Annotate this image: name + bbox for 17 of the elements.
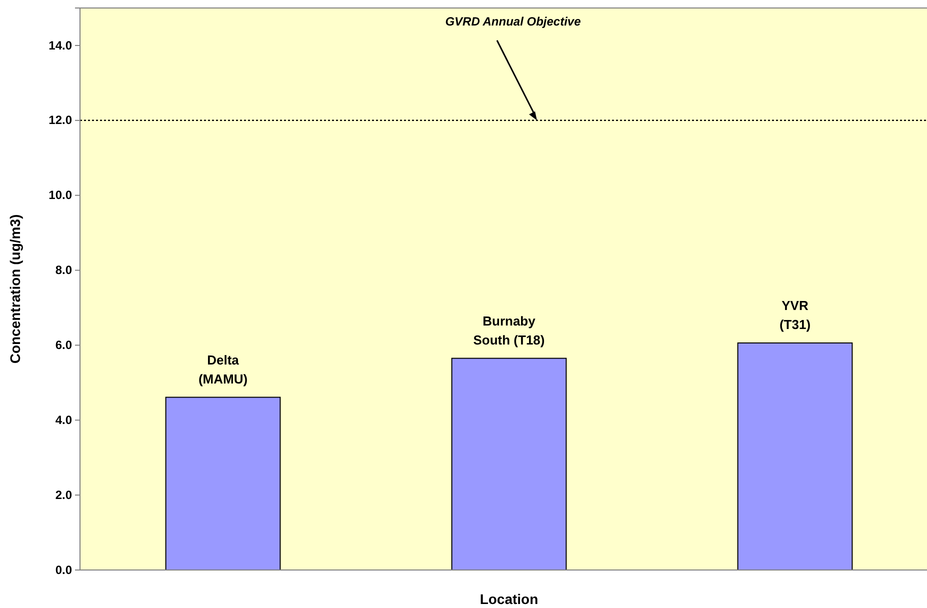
y-tick-label: 6.0 [55, 338, 72, 352]
bar [165, 396, 281, 570]
y-axis-title: Concentration (ug/m3) [7, 214, 23, 364]
bar [451, 358, 567, 570]
x-tick-label: Burnaby South (T18) [473, 313, 545, 348]
y-tick-label: 4.0 [55, 412, 72, 427]
y-tick-label: 0.0 [55, 562, 72, 577]
bar [737, 342, 853, 570]
y-tick-label: 8.0 [55, 263, 72, 278]
y-tick-label: 14.0 [48, 38, 72, 52]
y-tick-label: 2.0 [55, 488, 72, 502]
ref-line-label: GVRD Annual Objective [445, 14, 582, 28]
x-tick-label: Delta (MAMU) [198, 352, 248, 386]
x-tick-label: YVR (T31) [779, 298, 811, 332]
x-axis-title: Location [480, 591, 538, 607]
y-tick-label: 12.0 [48, 113, 72, 128]
y-tick-label: 10.0 [48, 188, 72, 202]
